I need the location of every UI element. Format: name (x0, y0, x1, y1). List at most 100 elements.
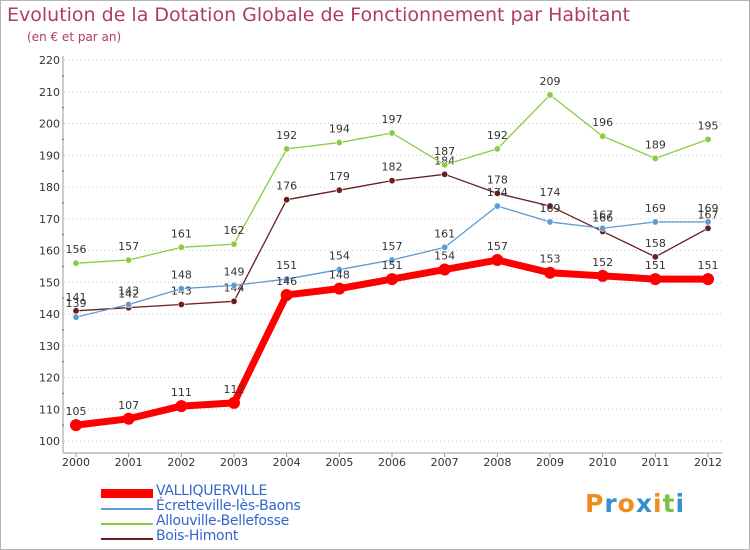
x-tick-label-2007: 2007 (431, 456, 459, 469)
data-point-valliquerville-2008 (491, 254, 504, 267)
data-point-bois-himont-2003 (230, 297, 238, 305)
x-tick-label-2011: 2011 (641, 456, 669, 469)
data-label-valliquerville-2002: 111 (171, 386, 192, 399)
data-point-allouville-bellefosse-2011 (651, 154, 659, 162)
x-tick-label-2010: 2010 (589, 456, 617, 469)
data-label-bois-himont-2000: 141 (66, 291, 87, 304)
data-point-valliquerville-2011 (649, 273, 662, 286)
x-tick-label-2000: 2000 (62, 456, 90, 469)
data-label-allouville-bellefosse-2007: 187 (434, 145, 455, 158)
data-point-valliquerville-2009 (544, 266, 556, 279)
data-label-bois-himont-2012: 167 (698, 208, 719, 221)
data-point-allouville-bellefosse-2000 (72, 259, 80, 267)
y-tick-label-210: 210 (39, 86, 60, 99)
x-tick-label-2004: 2004 (273, 456, 301, 469)
y-tick-label-150: 150 (39, 276, 60, 289)
data-point-allouville-bellefosse-2007 (441, 161, 449, 169)
data-label-bois-himont-2001: 142 (118, 288, 139, 301)
data-label-allouville-bellefosse-2011: 189 (645, 138, 666, 151)
data-point-ecretteville-les-baons-2009 (546, 218, 554, 226)
data-label-ecretteville-les-baons-2012: 169 (698, 202, 719, 215)
legend-label-allouville: Allouville-Bellefosse (156, 513, 289, 529)
data-label-allouville-bellefosse-2005: 194 (329, 123, 350, 136)
data-point-allouville-bellefosse-2002 (177, 243, 185, 251)
data-point-bois-himont-2006 (388, 177, 396, 185)
data-label-valliquerville-2007: 154 (434, 250, 455, 263)
data-label-ecretteville-les-baons-2005: 154 (329, 250, 350, 263)
legend-item-ecretteville: Écretteville-lès-Baons (101, 498, 361, 516)
data-label-valliquerville-2005: 148 (329, 269, 350, 282)
data-label-allouville-bellefosse-2004: 192 (276, 129, 297, 142)
logo-letter: r (604, 489, 618, 518)
data-label-valliquerville-2001: 107 (118, 399, 139, 412)
data-label-ecretteville-les-baons-2006: 157 (382, 240, 403, 253)
data-point-ecretteville-les-baons-2011 (651, 218, 659, 226)
data-label-valliquerville-2003: 112 (224, 383, 245, 396)
data-point-allouville-bellefosse-2006 (388, 129, 396, 137)
data-label-valliquerville-2000: 105 (66, 405, 87, 418)
data-label-ecretteville-les-baons-2002: 148 (171, 269, 192, 282)
data-point-bois-himont-2011 (651, 253, 659, 261)
proxiti-logo: Proxiti (585, 489, 685, 518)
data-label-bois-himont-2004: 176 (276, 180, 297, 193)
data-point-allouville-bellefosse-2003 (230, 240, 238, 248)
data-point-ecretteville-les-baons-2002 (177, 285, 185, 293)
x-tick-label-2008: 2008 (483, 456, 511, 469)
data-label-ecretteville-les-baons-2004: 151 (276, 259, 297, 272)
logo-letter: P (585, 489, 605, 518)
x-tick-label-2006: 2006 (378, 456, 406, 469)
data-label-allouville-bellefosse-2009: 209 (540, 75, 561, 88)
chart-title: Evolution de la Dotation Globale de Fonc… (7, 4, 630, 26)
legend-item-allouville: Allouville-Bellefosse (101, 513, 361, 531)
data-label-ecretteville-les-baons-2010: 167 (592, 208, 613, 221)
data-label-ecretteville-les-baons-2000: 139 (66, 297, 87, 310)
y-tick-label-130: 130 (39, 340, 60, 353)
x-tick-label-2005: 2005 (325, 456, 353, 469)
x-tick-label-2012: 2012 (694, 456, 722, 469)
legend-swatch-ecretteville (101, 508, 153, 510)
legend-label-ecretteville: Écretteville-lès-Baons (156, 498, 301, 514)
chart-legend: VALLIQUERVILLE Écretteville-lès-Baons Al… (101, 483, 361, 546)
data-point-bois-himont-2008 (493, 189, 501, 197)
y-tick-label-160: 160 (39, 245, 60, 258)
data-point-valliquerville-2000 (70, 419, 82, 432)
data-label-bois-himont-2010: 166 (592, 211, 613, 224)
logo-letter: t (662, 489, 676, 518)
data-point-bois-himont-2004 (283, 196, 291, 204)
data-label-ecretteville-les-baons-2009: 169 (540, 202, 561, 215)
data-point-bois-himont-2009 (546, 202, 554, 210)
legend-item-valliquerville: VALLIQUERVILLE (101, 483, 361, 501)
legend-item-bois-himont: Bois-Himont (101, 528, 361, 546)
data-point-valliquerville-2010 (596, 269, 609, 282)
x-tick-label-2002: 2002 (167, 456, 195, 469)
data-label-valliquerville-2010: 152 (592, 256, 613, 269)
data-point-ecretteville-les-baons-2006 (388, 256, 396, 264)
data-point-ecretteville-les-baons-2000 (72, 313, 80, 321)
data-label-ecretteville-les-baons-2001: 143 (118, 284, 139, 297)
data-label-bois-himont-2005: 179 (329, 170, 350, 183)
data-point-allouville-bellefosse-2008 (493, 145, 501, 153)
data-label-valliquerville-2004: 146 (276, 275, 297, 288)
data-label-bois-himont-2006: 182 (382, 161, 403, 174)
data-point-ecretteville-les-baons-2004 (283, 275, 291, 283)
data-point-valliquerville-2007 (438, 263, 451, 276)
data-point-ecretteville-les-baons-2003 (230, 281, 238, 289)
data-label-valliquerville-2006: 151 (382, 259, 403, 272)
data-label-allouville-bellefosse-2008: 192 (487, 129, 508, 142)
data-label-ecretteville-les-baons-2007: 161 (434, 227, 455, 240)
data-point-bois-himont-2005 (335, 186, 343, 194)
data-point-ecretteville-les-baons-2012 (704, 218, 712, 226)
data-point-valliquerville-2012 (702, 273, 714, 286)
y-tick-label-140: 140 (39, 308, 60, 321)
logo-letter: o (617, 489, 636, 518)
y-tick-label-170: 170 (39, 213, 60, 226)
data-label-allouville-bellefosse-2002: 161 (171, 227, 192, 240)
data-point-bois-himont-2002 (177, 300, 185, 308)
y-tick-label-220: 220 (39, 54, 60, 67)
data-point-valliquerville-2006 (386, 273, 398, 286)
data-point-valliquerville-2002 (175, 400, 188, 413)
legend-label-bois-himont: Bois-Himont (156, 528, 239, 544)
x-tick-label-2001: 2001 (115, 456, 143, 469)
